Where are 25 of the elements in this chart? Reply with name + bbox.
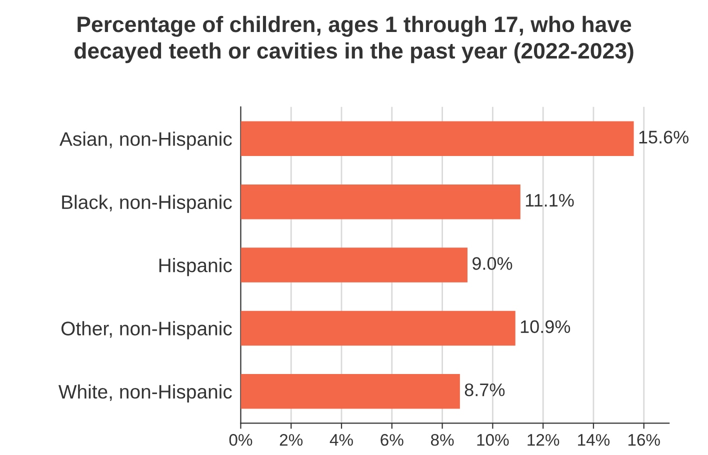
x-tick-label: 16% — [628, 434, 660, 446]
chart-title: Percentage of children, ages 1 through 17, who have decayed teeth or cavities in the past year (2022-2023) — [74, 16, 634, 64]
bar — [240, 374, 460, 409]
x-tick-label: 12% — [528, 434, 560, 446]
bar — [240, 310, 516, 346]
x-tick-label: 6% — [380, 434, 404, 446]
y-tick-label: Black, non-Hispanic — [62, 194, 232, 213]
y-tick-label: Asian, non-Hispanic — [60, 132, 232, 150]
data-label: 8.7% — [464, 383, 505, 396]
data-label: 9.0% — [472, 257, 512, 270]
data-label: 11.1% — [526, 194, 574, 207]
x-tick-label: 10% — [477, 434, 509, 446]
x-tick-label: 0% — [229, 434, 252, 446]
x-tick-label: 14% — [578, 434, 610, 446]
bar — [240, 121, 634, 156]
x-tick-label: 2% — [280, 434, 303, 446]
bar — [240, 184, 520, 220]
y-tick-label: White, non-Hispanic — [58, 384, 232, 402]
data-label: 10.9% — [520, 320, 570, 334]
data-label: 15.6% — [639, 130, 689, 144]
x-tick-label: 8% — [430, 434, 454, 446]
y-tick-label: Hispanic — [159, 258, 232, 276]
x-tick-label: 4% — [330, 434, 353, 446]
y-tick-label: Other, non-Hispanic — [61, 321, 232, 340]
bar — [240, 248, 468, 282]
